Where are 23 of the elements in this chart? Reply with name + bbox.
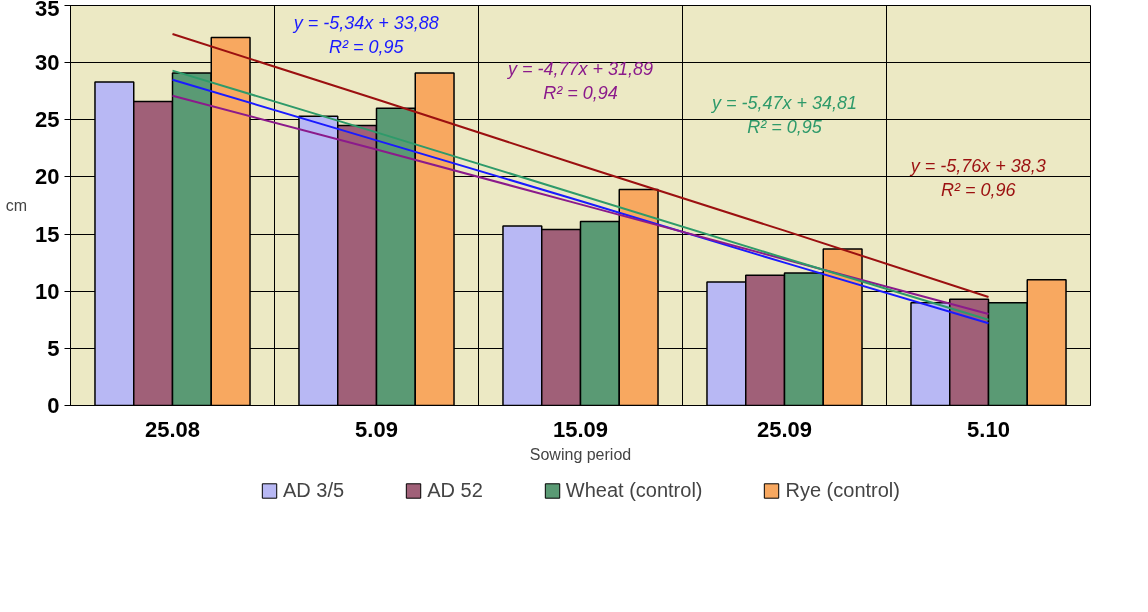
x-tick-label: 5.10 <box>967 416 1010 442</box>
x-axis-title: Sowing period <box>529 445 632 463</box>
legend-label: Rye (control) <box>785 478 900 502</box>
legend-label: AD 3/5 <box>283 478 345 502</box>
x-tick-label: 25.09 <box>756 416 813 442</box>
y-tick-label: 20 <box>35 164 60 190</box>
y-tick-label: 35 <box>35 0 60 21</box>
legend-label: AD 52 <box>427 478 483 502</box>
x-tick-label: 15.09 <box>552 416 609 442</box>
y-tick-label: 0 <box>47 393 60 418</box>
annotation: y = -5,34x + 33,88 R² = 0,95 <box>291 12 439 57</box>
y-tick-label: 25 <box>35 107 60 133</box>
annotation: y = -5,47x + 34,81 R² = 0,95 <box>709 92 858 137</box>
y-axis-title: cm <box>5 197 28 214</box>
x-tick-label: 5.09 <box>355 416 398 442</box>
annotation: y = -5,76x + 38,3 R² = 0,96 <box>908 155 1046 200</box>
x-tick-label: 25.08 <box>144 416 201 442</box>
legend-label: Wheat (control) <box>565 478 703 502</box>
annotation: y = -4,77x + 31,89 R² = 0,94 <box>505 58 654 103</box>
y-tick-label: 30 <box>35 50 60 76</box>
y-tick-label: 5 <box>47 335 60 361</box>
y-tick-label: 15 <box>35 221 60 247</box>
y-tick-label: 10 <box>35 278 60 304</box>
